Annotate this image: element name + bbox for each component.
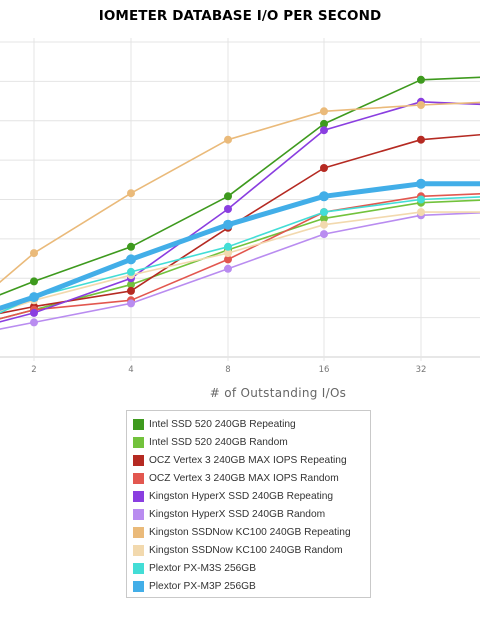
legend-swatch — [133, 472, 144, 484]
legend-item: Plextor PX-M3P 256GB — [133, 577, 364, 595]
data-point — [320, 126, 328, 135]
data-point — [417, 208, 425, 217]
legend-swatch — [133, 418, 144, 430]
legend-item: OCZ Vertex 3 240GB MAX IOPS Random — [133, 469, 364, 487]
legend-swatch — [133, 436, 144, 448]
legend-label: OCZ Vertex 3 240GB MAX IOPS Repeating — [149, 454, 347, 466]
data-point — [127, 299, 135, 308]
data-point — [30, 318, 38, 327]
data-point — [417, 195, 425, 204]
data-point — [320, 230, 328, 239]
x-tick-label: 4 — [128, 365, 133, 375]
data-point — [223, 219, 233, 230]
series-layer — [0, 75, 480, 330]
data-point — [127, 286, 135, 295]
data-point — [417, 135, 425, 144]
legend-item: Plextor PX-M3S 256GB — [133, 559, 364, 577]
legend-item: Kingston SSDNow KC100 240GB Repeating — [133, 523, 364, 541]
legend-label: Kingston SSDNow KC100 240GB Repeating — [149, 526, 351, 538]
series-4 — [0, 192, 480, 320]
legend-swatch — [133, 526, 144, 538]
data-point — [30, 308, 38, 317]
data-point — [320, 208, 328, 217]
legend-item: Kingston HyperX SSD 240GB Random — [133, 505, 364, 523]
legend-swatch — [133, 508, 144, 520]
series-line — [0, 181, 480, 311]
legend-item: Kingston SSDNow KC100 240GB Random — [133, 541, 364, 559]
data-point — [126, 254, 136, 265]
legend-label: Plextor PX-M3S 256GB — [149, 562, 257, 574]
series-line — [0, 133, 480, 315]
series-5 — [0, 97, 480, 323]
series-line — [0, 193, 480, 320]
data-point — [224, 249, 232, 258]
legend-swatch — [133, 562, 144, 574]
x-tick-label: 8 — [225, 365, 230, 375]
series-3 — [0, 133, 480, 315]
legend-label: Kingston HyperX SSD 240GB Repeating — [149, 490, 334, 502]
data-point — [127, 267, 135, 276]
legend-item: OCZ Vertex 3 240GB MAX IOPS Repeating — [133, 451, 364, 469]
series-10 — [0, 178, 480, 311]
legend-item: Kingston HyperX SSD 240GB Repeating — [133, 487, 364, 505]
data-point — [320, 107, 328, 116]
legend-item: Intel SSD 520 240GB Random — [133, 433, 364, 451]
legend-label: Kingston HyperX SSD 240GB Random — [149, 508, 326, 520]
data-point — [127, 189, 135, 198]
data-point — [224, 192, 232, 201]
x-tick-label: 2 — [31, 365, 36, 375]
series-line — [0, 76, 480, 296]
data-point — [30, 277, 38, 286]
data-point — [417, 101, 425, 109]
legend-swatch — [133, 544, 144, 556]
data-point — [30, 249, 38, 258]
data-point — [224, 135, 232, 144]
data-point — [416, 178, 426, 189]
x-axis-label: # of Outstanding I/Os — [210, 386, 347, 400]
series-7 — [0, 101, 480, 284]
data-point — [127, 280, 135, 289]
legend-label: Plextor PX-M3P 256GB — [149, 580, 256, 592]
data-point — [417, 75, 425, 84]
legend-swatch — [133, 580, 144, 592]
data-point — [320, 220, 328, 229]
legend-label: Intel SSD 520 240GB Repeating — [149, 418, 296, 430]
data-point — [319, 191, 329, 202]
x-axis-ticks: 2 4 8 16 32 — [31, 365, 426, 375]
x-tick-label: 32 — [416, 365, 427, 375]
data-point — [224, 205, 232, 213]
x-tick-label: 16 — [319, 365, 330, 375]
chart-title: IOMETER DATABASE I/O PER SECOND — [98, 8, 382, 24]
legend-label: OCZ Vertex 3 240GB MAX IOPS Random — [149, 472, 339, 484]
data-point — [29, 292, 39, 303]
data-point — [224, 264, 232, 273]
legend: Intel SSD 520 240GB Repeating Intel SSD 5… — [126, 410, 371, 598]
data-point — [320, 119, 328, 128]
legend-swatch — [133, 490, 144, 502]
legend-label: Kingston SSDNow KC100 240GB Random — [149, 544, 343, 556]
data-point — [224, 255, 232, 264]
series-1 — [0, 75, 480, 296]
data-point — [127, 242, 135, 251]
legend-swatch — [133, 454, 144, 466]
data-point — [320, 214, 328, 223]
legend-label: Intel SSD 520 240GB Random — [149, 436, 288, 448]
line-chart: 2 4 8 16 32 # of Outstanding I/Os — [0, 38, 480, 400]
data-point — [224, 242, 232, 251]
data-point — [320, 164, 328, 172]
legend-item: Intel SSD 520 240GB Repeating — [133, 415, 364, 433]
